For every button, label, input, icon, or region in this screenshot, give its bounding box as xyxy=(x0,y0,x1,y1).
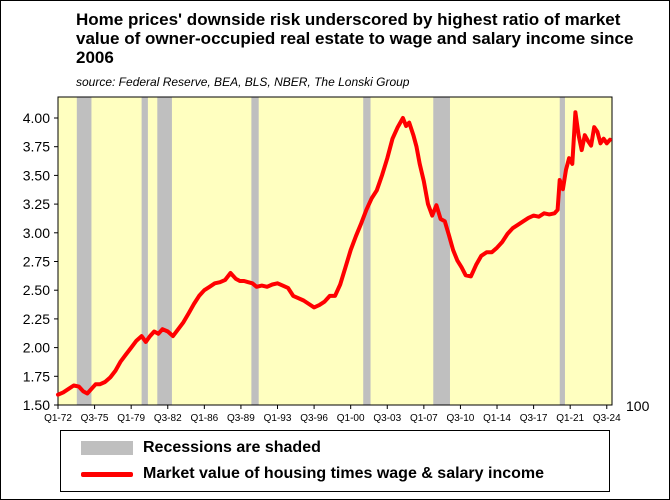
x-tick-label-6: Q1-93 xyxy=(264,413,292,424)
x-tick-label-4: Q1-86 xyxy=(190,413,218,424)
legend-item-recessions: Recessions are shaded xyxy=(81,435,321,461)
y-tick-label-1: 1.75 xyxy=(23,368,50,384)
chart-source: source: Federal Reserve, BEA, BLS, NBER,… xyxy=(76,75,410,89)
x-tick-label-7: Q3-96 xyxy=(300,413,328,424)
y-tick-label-7: 3.25 xyxy=(23,196,50,212)
x-tick-label-14: Q1-21 xyxy=(556,413,584,424)
legend-swatch-recession xyxy=(81,441,133,455)
x-tick-label-1: Q3-75 xyxy=(81,413,109,424)
legend-label-series: Market value of housing times wage & sal… xyxy=(143,465,545,482)
right-axis-label: 100 xyxy=(626,398,650,414)
recession-band-3 xyxy=(157,97,172,405)
y-tick-label-5: 2.75 xyxy=(23,254,50,270)
recession-band-4 xyxy=(251,97,259,405)
x-tick-label-10: Q1-07 xyxy=(410,413,438,424)
y-tick-label-0: 1.50 xyxy=(23,397,50,413)
x-tick-label-9: Q3-03 xyxy=(373,413,401,424)
x-tick-label-5: Q3-89 xyxy=(227,413,255,424)
recession-band-7 xyxy=(559,97,565,405)
x-tick-label-15: Q3-24 xyxy=(593,413,621,424)
legend-swatch-series xyxy=(81,471,133,477)
y-tick-label-2: 2.00 xyxy=(23,340,50,356)
legend-label-recessions: Recessions are shaded xyxy=(143,439,321,456)
y-tick-label-8: 3.50 xyxy=(23,167,50,183)
recession-band-1 xyxy=(76,97,92,405)
y-tick-label-3: 2.25 xyxy=(23,311,50,327)
x-tick-label-3: Q3-82 xyxy=(154,413,182,424)
chart-svg: 1.50 1.75 2.00 2.25 2.50 2.75 3.00 3.25 3.50 3.75… xyxy=(23,96,650,424)
recession-band-2 xyxy=(141,97,148,405)
x-tick-label-0: Q1-72 xyxy=(44,413,72,424)
x-tick-label-2: Q1-79 xyxy=(117,413,145,424)
recession-band-5 xyxy=(363,97,371,405)
y-tick-label-6: 3.00 xyxy=(23,225,50,241)
y-tick-label-10: 4.00 xyxy=(23,110,50,126)
y-tick-label-4: 2.50 xyxy=(23,282,50,298)
x-tick-label-13: Q3-17 xyxy=(520,413,548,424)
y-tick-label-9: 3.75 xyxy=(23,139,50,155)
x-tick-label-8: Q1-00 xyxy=(337,413,365,424)
plot-area xyxy=(57,96,613,406)
x-tick-label-11: Q3-10 xyxy=(447,413,475,424)
recession-band-6 xyxy=(433,97,450,405)
legend-item-series: Market value of housing times wage & sal… xyxy=(81,461,544,487)
x-tick-label-12: Q1-14 xyxy=(483,413,511,424)
chart-title: Home prices' downside risk underscored b… xyxy=(76,10,634,67)
legend: Recessions are shaded Market value of ho… xyxy=(60,430,610,492)
series-line-1 xyxy=(56,110,612,397)
